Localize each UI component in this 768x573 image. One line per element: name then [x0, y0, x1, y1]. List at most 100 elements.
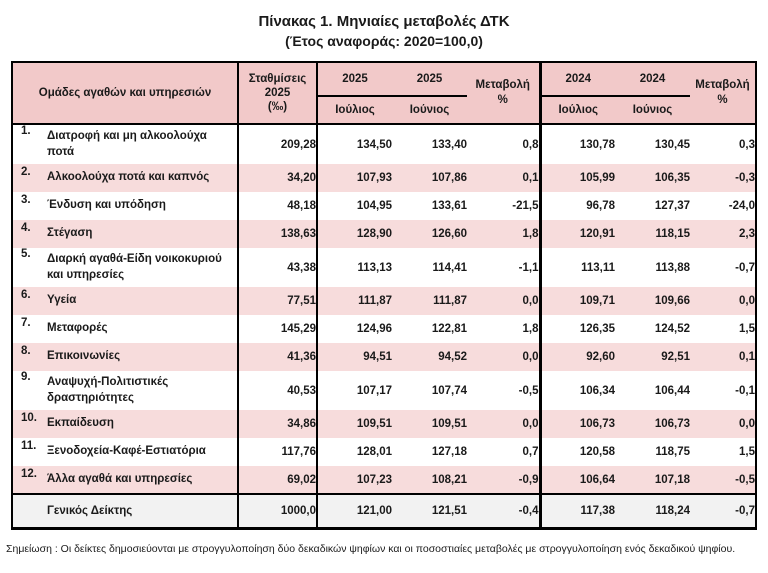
col-header-month-july-2024: Ιούλιος [538, 96, 615, 126]
change-2025: 1,8 [522, 323, 539, 336]
index-jun-2025: 107,74 [431, 384, 467, 397]
index-jul-2024: 96,78 [538, 192, 615, 221]
change-2024: 0,0 [739, 295, 755, 308]
category-cell: 11. Ξενοδοχεία-Καφέ-Εστιατόρια [12, 438, 239, 467]
index-jul-2024: 126,35 [538, 315, 615, 344]
index-jun-2024: 127,37 [654, 200, 690, 213]
table-row: 3. Ένδυση και υπόδηση 48,18 104,95 133,61… [12, 192, 756, 221]
index-jul-2025: 94,51 [363, 351, 392, 364]
index-jun-2025: 114,41 [432, 261, 467, 274]
index-jun-2024: 130,45 [654, 138, 690, 151]
table-row: 5. Διαρκή αγαθά-Είδη νοικοκυριού και υπηρ… [12, 248, 756, 288]
weights-label-line1: Σταθμίσεις [248, 72, 307, 85]
change-2025: 0,1 [522, 172, 539, 185]
index-jul-2025: 128,90 [356, 228, 392, 241]
change-2024: 2,3 [739, 228, 755, 241]
category-name: Στέγαση [47, 227, 93, 240]
cpi-table: Ομάδες αγαθών και υπηρεσιών Σταθμίσεις 2… [11, 61, 757, 530]
row-number: 11. [21, 440, 37, 453]
index-jul-2025: 113,13 [357, 261, 392, 274]
index-jun-2024: 109,66 [654, 295, 690, 308]
weights-label-line2: 2025 [264, 86, 291, 99]
change-2025: -21,5 [512, 200, 539, 213]
index-jun-2024: 113,88 [655, 261, 690, 274]
index-jul-2024: 113,11 [538, 248, 615, 288]
change-label-line2: % [497, 94, 508, 107]
change-2024: -0,1 [735, 384, 755, 397]
total-change-2025: -0,4 [467, 493, 540, 529]
change-2025: 0,8 [522, 138, 539, 151]
category-cell: 5. Διαρκή αγαθά-Είδη νοικοκυριού και υπηρ… [12, 248, 239, 288]
change-2024: 0,3 [739, 138, 755, 151]
col-header-month-june-2025: Ιούνιος [392, 96, 467, 126]
category-cell: 4. Στέγαση [12, 220, 239, 249]
table-footer: Γενικός Δείκτης 1000,0 121,00 121,51 -0,… [12, 493, 756, 529]
index-jul-2024: 120,91 [538, 220, 615, 249]
table-row: 10. Εκπαίδευση 34,86 109,51 109,51 0,0 10… [12, 410, 756, 439]
index-jun-2024: 124,52 [654, 323, 690, 336]
table-header: Ομάδες αγαθών και υπηρεσιών Σταθμίσεις 2… [12, 62, 756, 126]
weights-label-line3: (‰) [267, 101, 288, 114]
col-header-year-2025-july: 2025 [317, 62, 392, 98]
change-label-line2: % [717, 94, 728, 107]
col-header-year-2024-july: 2024 [538, 62, 615, 98]
col-header-weights: Σταθμίσεις 2025 (‰) [238, 62, 318, 126]
weight-value: 48,18 [238, 192, 318, 221]
index-jul-2025: 107,17 [356, 384, 392, 397]
table-row: 6. Υγεία 77,51 111,87 111,87 0,0 109,71 1… [12, 287, 756, 316]
category-name: Μεταφορές [47, 322, 108, 335]
index-jul-2024: 109,71 [538, 287, 615, 316]
col-header-year-2025-june: 2025 [392, 62, 467, 98]
index-jul-2024: 106,64 [538, 466, 615, 495]
col-header-year-2024-june: 2024 [615, 62, 690, 98]
weight-value: 41,36 [238, 343, 318, 372]
index-jul-2025: 109,51 [356, 418, 392, 431]
total-index-jul-2024: 117,38 [538, 493, 615, 529]
change-2025: -0,9 [518, 473, 539, 486]
row-number: 2. [21, 166, 31, 179]
index-jun-2025: 133,40 [431, 138, 467, 151]
change-2025: 0,7 [522, 446, 539, 459]
row-number: 10. [21, 412, 37, 425]
category-name: Αλκοολούχα ποτά και καπνός [47, 171, 210, 184]
row-number: 4. [21, 222, 31, 235]
category-name: Ένδυση και υπόδηση [47, 199, 166, 212]
footnote: Σημείωση : Οι δείκτες δημοσιεύονται με σ… [6, 542, 736, 555]
weight-value: 69,02 [238, 466, 318, 495]
category-cell: 6. Υγεία [12, 287, 239, 316]
table-row: 7. Μεταφορές 145,29 124,96 122,81 1,8 126… [12, 315, 756, 344]
total-weight: 1000,0 [238, 493, 318, 529]
col-header-month-june-2024: Ιούνιος [615, 96, 690, 126]
weight-value: 209,28 [238, 124, 318, 165]
row-number: 12. [21, 467, 37, 480]
index-jun-2025: 133,61 [431, 200, 467, 213]
total-index-jun-2024: 118,24 [615, 493, 690, 529]
change-2025: 0,0 [522, 418, 539, 431]
category-cell: 7. Μεταφορές [12, 315, 239, 344]
index-jun-2025: 111,87 [433, 295, 467, 308]
category-name: Υγεία [47, 294, 77, 307]
category-cell: 3. Ένδυση και υπόδηση [12, 192, 239, 221]
category-name: Επικοινωνίες [47, 350, 121, 363]
row-number: 7. [21, 317, 31, 330]
table-body: 1. Διατροφή και μη αλκοολούχα ποτά 209,28… [12, 124, 756, 495]
row-number: 1. [21, 125, 31, 138]
index-jul-2024: 105,99 [538, 164, 615, 193]
change-2024: 1,5 [739, 446, 755, 459]
table-row: 9. Αναψυχή-Πολιτιστικές δραστηριότητες 40… [12, 371, 756, 411]
category-name: Αναψυχή-Πολιτιστικές δραστηριότητες [47, 376, 169, 404]
index-jul-2025: 104,95 [356, 200, 392, 213]
table-row: 12. Άλλα αγαθά και υπηρεσίες 69,02 107,23… [12, 466, 756, 495]
table-row: 4. Στέγαση 138,63 128,90 126,60 1,8 120,9… [12, 220, 756, 249]
category-name: Ξενοδοχεία-Καφέ-Εστιατόρια [47, 445, 206, 458]
change-2024: 1,5 [739, 323, 755, 336]
category-cell: 1. Διατροφή και μη αλκοολούχα ποτά [12, 124, 239, 165]
index-jun-2025: 126,60 [431, 228, 467, 241]
change-2025: 0,0 [522, 295, 539, 308]
weight-value: 117,76 [238, 438, 318, 467]
category-name: Άλλα αγαθά και υπηρεσίες [47, 472, 193, 485]
index-jul-2025: 124,96 [356, 323, 392, 336]
total-index-jul-2025: 121,00 [317, 493, 392, 529]
index-jun-2024: 107,18 [654, 473, 690, 486]
weight-value: 145,29 [238, 315, 318, 344]
